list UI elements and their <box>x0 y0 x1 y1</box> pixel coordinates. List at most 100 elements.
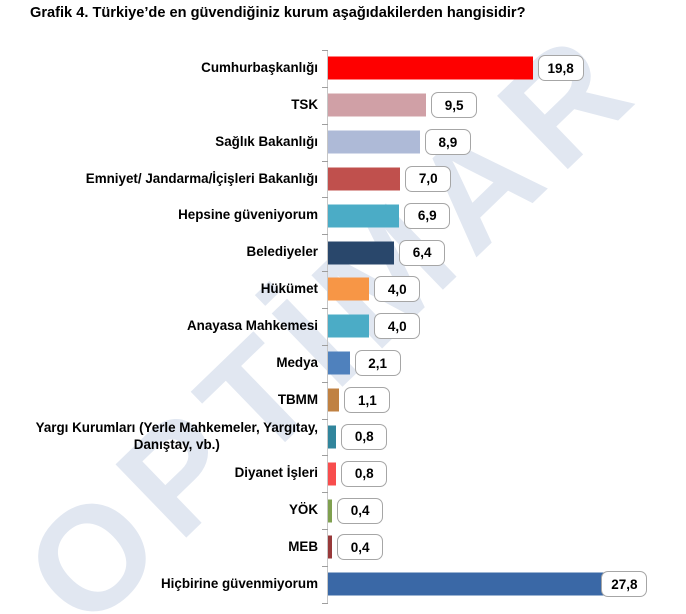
bar-row: Hiçbirine güvenmiyorum 27,8 <box>0 566 686 603</box>
value-label-box: 9,5 <box>431 92 478 119</box>
category-label: Sağlık Bakanlığı <box>0 124 318 161</box>
value-label: 9,5 <box>444 97 464 113</box>
category-label-text: Yargı Kurumları (Yerle Mahkemeler, Yargı… <box>35 420 318 452</box>
value-label: 4,0 <box>387 318 407 334</box>
axis-tick <box>322 87 328 88</box>
category-label-text: Hiçbirine güvenmiyorum <box>160 575 318 591</box>
bar <box>328 241 395 265</box>
category-label: Medya <box>0 345 318 382</box>
category-label: YÖK <box>0 492 318 529</box>
axis-tick <box>322 419 328 420</box>
bar-row: TSK 9,5 <box>0 87 686 124</box>
category-label-text: Diyanet İşleri <box>234 465 318 481</box>
bar <box>328 462 337 486</box>
axis-tick <box>322 382 328 383</box>
bar-row: Medya 2,1 <box>0 345 686 382</box>
axis-tick <box>322 197 328 198</box>
category-label-text: Anayasa Mahkemesi <box>186 317 318 333</box>
value-label-box: 4,0 <box>374 313 421 340</box>
bar <box>328 167 401 191</box>
value-label-box: 1,1 <box>344 387 391 414</box>
bar <box>328 277 370 301</box>
axis-tick <box>322 529 328 530</box>
bar <box>328 314 370 338</box>
category-label-text: Hükümet <box>260 281 318 297</box>
axis-tick <box>322 161 328 162</box>
category-label: MEB <box>0 529 318 566</box>
category-axis-line <box>327 50 328 603</box>
plot-area: Cumhurbaşkanlığı 19,8 TSK 9,5 Sağlık Bakanlı… <box>0 50 686 604</box>
value-label-box: 8,9 <box>424 129 471 156</box>
value-label-box: 0,8 <box>341 460 388 487</box>
category-label: Hepsine güveniyorum <box>0 197 318 234</box>
bar-row: Cumhurbaşkanlığı 19,8 <box>0 50 686 87</box>
category-label-text: MEB <box>288 539 318 555</box>
bar <box>328 130 420 154</box>
value-label-box: 0,4 <box>337 534 384 561</box>
bar <box>328 56 533 80</box>
bar-row: Belediyeler 6,4 <box>0 234 686 271</box>
value-label: 4,0 <box>387 281 407 297</box>
bar-row: Sağlık Bakanlığı 8,9 <box>0 124 686 161</box>
category-label-text: YÖK <box>288 502 318 518</box>
value-label: 6,9 <box>417 208 437 224</box>
axis-tick <box>322 455 328 456</box>
bar <box>328 535 333 559</box>
category-label: Diyanet İşleri <box>0 455 318 492</box>
chart-title: Grafik 4. Türkiye’de en güvendiğiniz kur… <box>30 5 526 21</box>
category-label-text: TBMM <box>277 391 318 407</box>
axis-tick <box>322 603 328 604</box>
axis-tick <box>322 50 328 51</box>
bar <box>328 351 350 375</box>
category-label: Cumhurbaşkanlığı <box>0 50 318 87</box>
category-label: Yargı Kurumları (Yerle Mahkemeler, Yargı… <box>0 418 318 455</box>
axis-tick <box>322 234 328 235</box>
value-label: 0,8 <box>354 429 374 445</box>
category-label: Emniyet/ Jandarma/İçişleri Bakanlığı <box>0 161 318 198</box>
value-label-box: 27,8 <box>601 571 648 598</box>
category-label-text: Emniyet/ Jandarma/İçişleri Bakanlığı <box>85 170 318 186</box>
value-label: 19,8 <box>547 60 574 76</box>
bar-rows: Cumhurbaşkanlığı 19,8 TSK 9,5 Sağlık Bakanlı… <box>0 50 686 603</box>
axis-tick <box>322 124 328 125</box>
bar-row: Hepsine güveniyorum 6,9 <box>0 197 686 234</box>
axis-tick <box>322 271 328 272</box>
bar-row: Hükümet 4,0 <box>0 271 686 308</box>
bar <box>328 499 333 523</box>
value-label: 0,4 <box>350 539 370 555</box>
category-label: Anayasa Mahkemesi <box>0 308 318 345</box>
category-label: TSK <box>0 87 318 124</box>
category-label-text: Medya <box>276 354 318 370</box>
value-label-box: 0,8 <box>341 423 388 450</box>
category-label-text: Hepsine güveniyorum <box>178 207 318 223</box>
bar <box>328 572 616 596</box>
axis-tick <box>322 492 328 493</box>
category-label-text: TSK <box>291 96 318 112</box>
value-label-box: 6,4 <box>399 239 446 266</box>
bar-row: MEB 0,4 <box>0 529 686 566</box>
value-label: 1,1 <box>358 392 377 408</box>
bar <box>328 425 337 449</box>
bar <box>328 388 340 412</box>
category-label-text: Cumhurbaşkanlığı <box>201 60 318 76</box>
axis-tick <box>322 308 328 309</box>
bar-row: Emniyet/ Jandarma/İçişleri Bakanlığı 7,0 <box>0 161 686 198</box>
value-label: 7,0 <box>418 171 438 187</box>
axis-tick <box>322 566 328 567</box>
value-label: 2,1 <box>368 355 388 371</box>
bar <box>328 204 400 228</box>
value-label-box: 7,0 <box>405 165 452 192</box>
value-label-box: 4,0 <box>374 276 421 303</box>
axis-tick <box>322 345 328 346</box>
bar-row: TBMM 1,1 <box>0 382 686 419</box>
bar <box>328 93 427 117</box>
value-label: 6,4 <box>412 245 432 261</box>
value-label-box: 6,9 <box>404 202 451 229</box>
category-label: Belediyeler <box>0 234 318 271</box>
value-label: 0,8 <box>354 466 374 482</box>
value-label-box: 0,4 <box>337 497 384 524</box>
category-label: Hiçbirine güvenmiyorum <box>0 566 318 603</box>
bar-row: YÖK 0,4 <box>0 492 686 529</box>
category-label: Hükümet <box>0 271 318 308</box>
